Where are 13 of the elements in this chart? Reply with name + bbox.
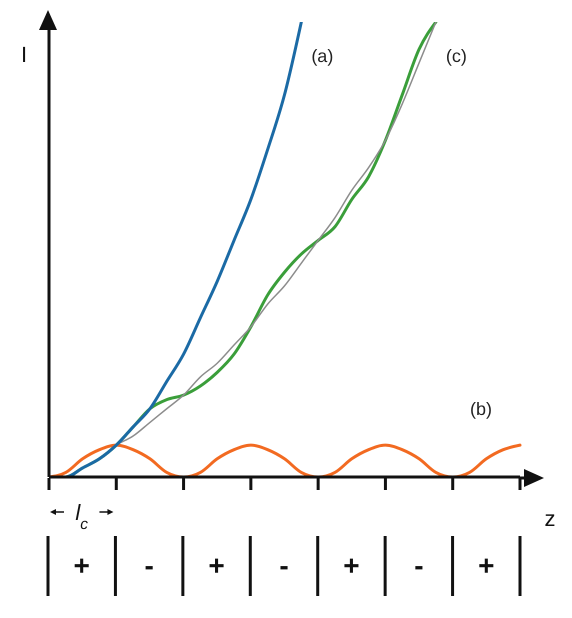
text: l$_{c}$ [75, 500, 88, 532]
y-axis-title: I [20, 42, 28, 67]
x-axis-title: z [544, 506, 556, 531]
text: + [208, 550, 225, 581]
series-label: (b) [470, 399, 492, 420]
text: + [343, 550, 360, 581]
series-label: (a) [311, 46, 334, 66]
text: + [74, 550, 90, 581]
text: + [478, 550, 494, 581]
text: - [414, 550, 424, 581]
text: - [144, 550, 154, 581]
series-label: (c) [446, 46, 467, 66]
text: - [279, 550, 289, 581]
